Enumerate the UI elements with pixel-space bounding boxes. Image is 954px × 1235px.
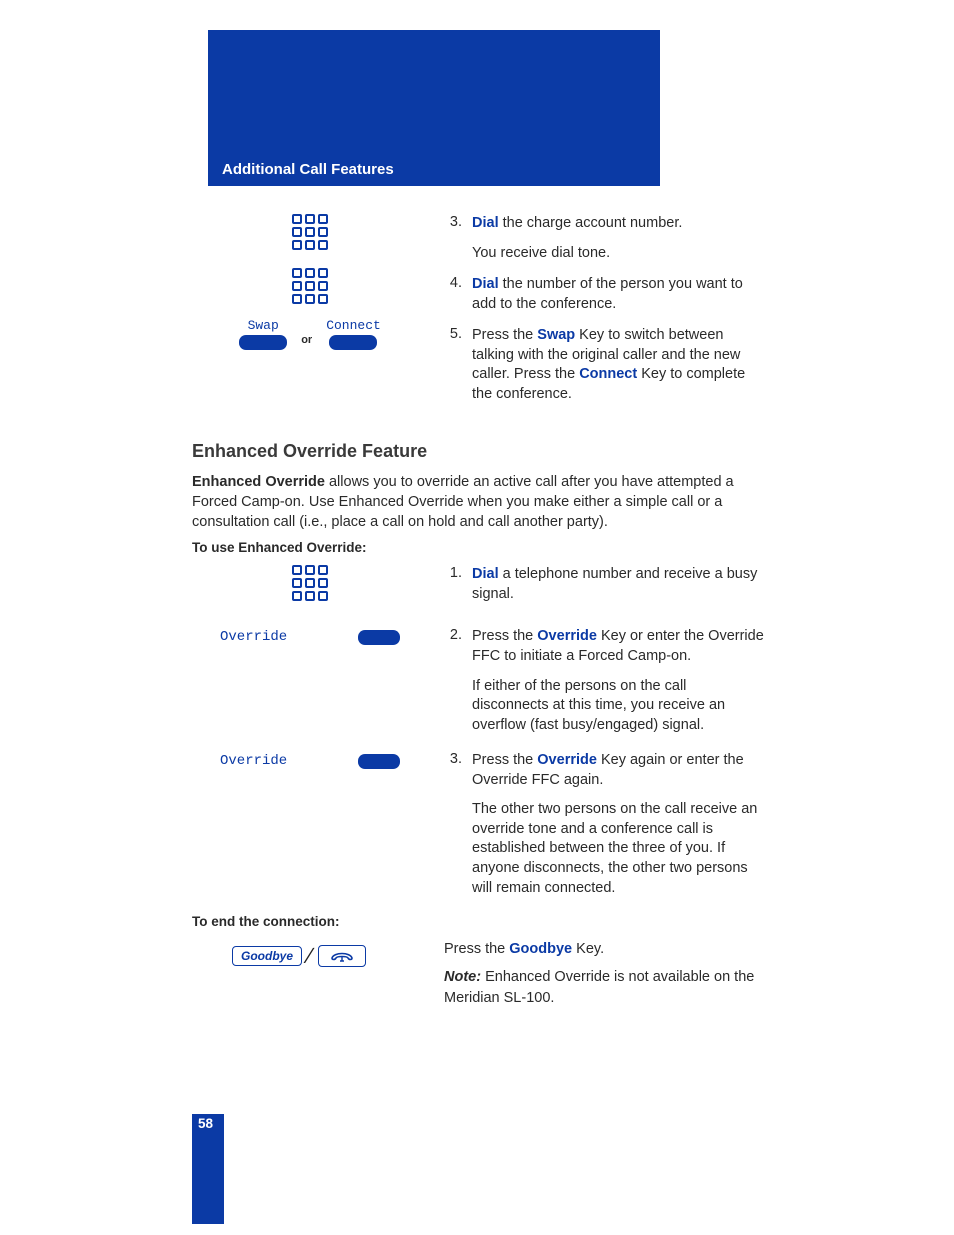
step-paragraph: Press the Override Key or enter the Over… [472, 627, 766, 666]
step-body: Dial the number of the person you want t… [472, 275, 766, 314]
step-paragraph: Dial the number of the person you want t… [472, 275, 766, 314]
step-body: Dial a telephone number and receive a bu… [472, 565, 766, 611]
note-label: Note: [444, 969, 481, 985]
step-number: 2. [444, 627, 462, 735]
header-bar: Additional Call Features [208, 30, 660, 186]
step-left-illustration: Override [192, 751, 428, 898]
mid-steps-list: 1. Dial a telephone number and receive a … [192, 565, 766, 898]
step-item: 5.Press the Swap Key to switch between t… [444, 326, 766, 404]
keypad-icon [292, 268, 328, 304]
step-body: Dial the charge account number. You recei… [472, 214, 766, 263]
step-paragraph: You receive dial tone. [472, 244, 766, 264]
top-section: Swap or Connect 3.Dial the charge accoun… [192, 214, 766, 417]
step-number: 3. [444, 751, 462, 898]
step-body: Press the Override Key again or enter th… [472, 751, 766, 898]
step-number: 5. [444, 326, 462, 404]
step-left-illustration: Override [192, 627, 428, 735]
end-section: Goodbye ∕ Press the Goodbye Key. Note: E… [192, 939, 766, 1016]
swap-softkey: Swap [239, 318, 287, 350]
step-body: Press the Override Key or enter the Over… [472, 627, 766, 735]
step-number: 1. [444, 565, 462, 611]
keypad-icon [292, 565, 328, 601]
step-item: 1. Dial a telephone number and receive a … [192, 565, 766, 611]
override-label: Override [220, 753, 287, 769]
softkey-pill [358, 630, 400, 645]
step-number: 4. [444, 275, 462, 314]
slash-icon: ∕ [308, 943, 312, 969]
end-right: Press the Goodbye Key. Note: Enhanced Ov… [444, 939, 766, 1016]
top-left-illustration: Swap or Connect [192, 214, 428, 417]
override-label: Override [220, 629, 287, 645]
step-right: 2. Press the Override Key or enter the Ov… [444, 627, 766, 735]
step-right: 3. Press the Override Key again or enter … [444, 751, 766, 898]
swap-connect-row: Swap or Connect [239, 318, 381, 350]
step-paragraph: If either of the persons on the call dis… [472, 677, 766, 736]
goodbye-row: Goodbye ∕ [232, 943, 428, 969]
step-paragraph: Press the Swap Key to switch between tal… [472, 326, 766, 404]
step-paragraph: Dial the charge account number. [472, 214, 766, 234]
step-item: Override 2. Press the Override Key or ente… [192, 627, 766, 735]
intro-paragraph: Enhanced Override allows you to override… [192, 472, 766, 533]
softkey-pill [329, 335, 377, 350]
handset-icon [318, 945, 366, 967]
connect-label: Connect [326, 318, 381, 333]
end-left: Goodbye ∕ [192, 939, 428, 1016]
step-item: Override 3. Press the Override Key again o… [192, 751, 766, 898]
override-softkey: Override [220, 629, 400, 645]
step-left-illustration [192, 565, 428, 611]
goodbye-button: Goodbye [232, 946, 302, 966]
top-right-steps: 3. Dial the charge account number. You rec… [444, 214, 766, 417]
header-title: Additional Call Features [222, 161, 394, 178]
subhead-use: To use Enhanced Override: [192, 540, 766, 555]
note-text: Enhanced Override is not available on th… [444, 969, 754, 1005]
subhead-end: To end the connection: [192, 914, 766, 929]
keypad-icon [292, 214, 328, 250]
step-number: 3. [444, 214, 462, 263]
swap-label: Swap [248, 318, 279, 333]
note-paragraph: Note: Enhanced Override is not available… [444, 967, 766, 1008]
step-paragraph: The other two persons on the call receiv… [472, 800, 766, 898]
page-content: Swap or Connect 3.Dial the charge accoun… [192, 214, 766, 1016]
page-number: 58 [198, 1116, 213, 1131]
step-item: 3. Dial the charge account number. You rec… [444, 214, 766, 263]
section-heading: Enhanced Override Feature [192, 441, 766, 462]
step-paragraph: Press the Override Key again or enter th… [472, 751, 766, 790]
end-step-text: Press the Goodbye Key. [444, 939, 766, 959]
step-paragraph: Dial a telephone number and receive a bu… [472, 565, 766, 604]
softkey-pill [239, 335, 287, 350]
connect-softkey: Connect [326, 318, 381, 350]
softkey-pill [358, 754, 400, 769]
end-step-paragraph: Press the Goodbye Key. [444, 939, 766, 959]
or-label: or [301, 334, 312, 346]
override-softkey: Override [220, 753, 400, 769]
step-item: 4. Dial the number of the person you want… [444, 275, 766, 314]
step-right: 1. Dial a telephone number and receive a … [444, 565, 766, 611]
step-body: Press the Swap Key to switch between tal… [472, 326, 766, 404]
top-steps-list: 3. Dial the charge account number. You rec… [444, 214, 766, 405]
